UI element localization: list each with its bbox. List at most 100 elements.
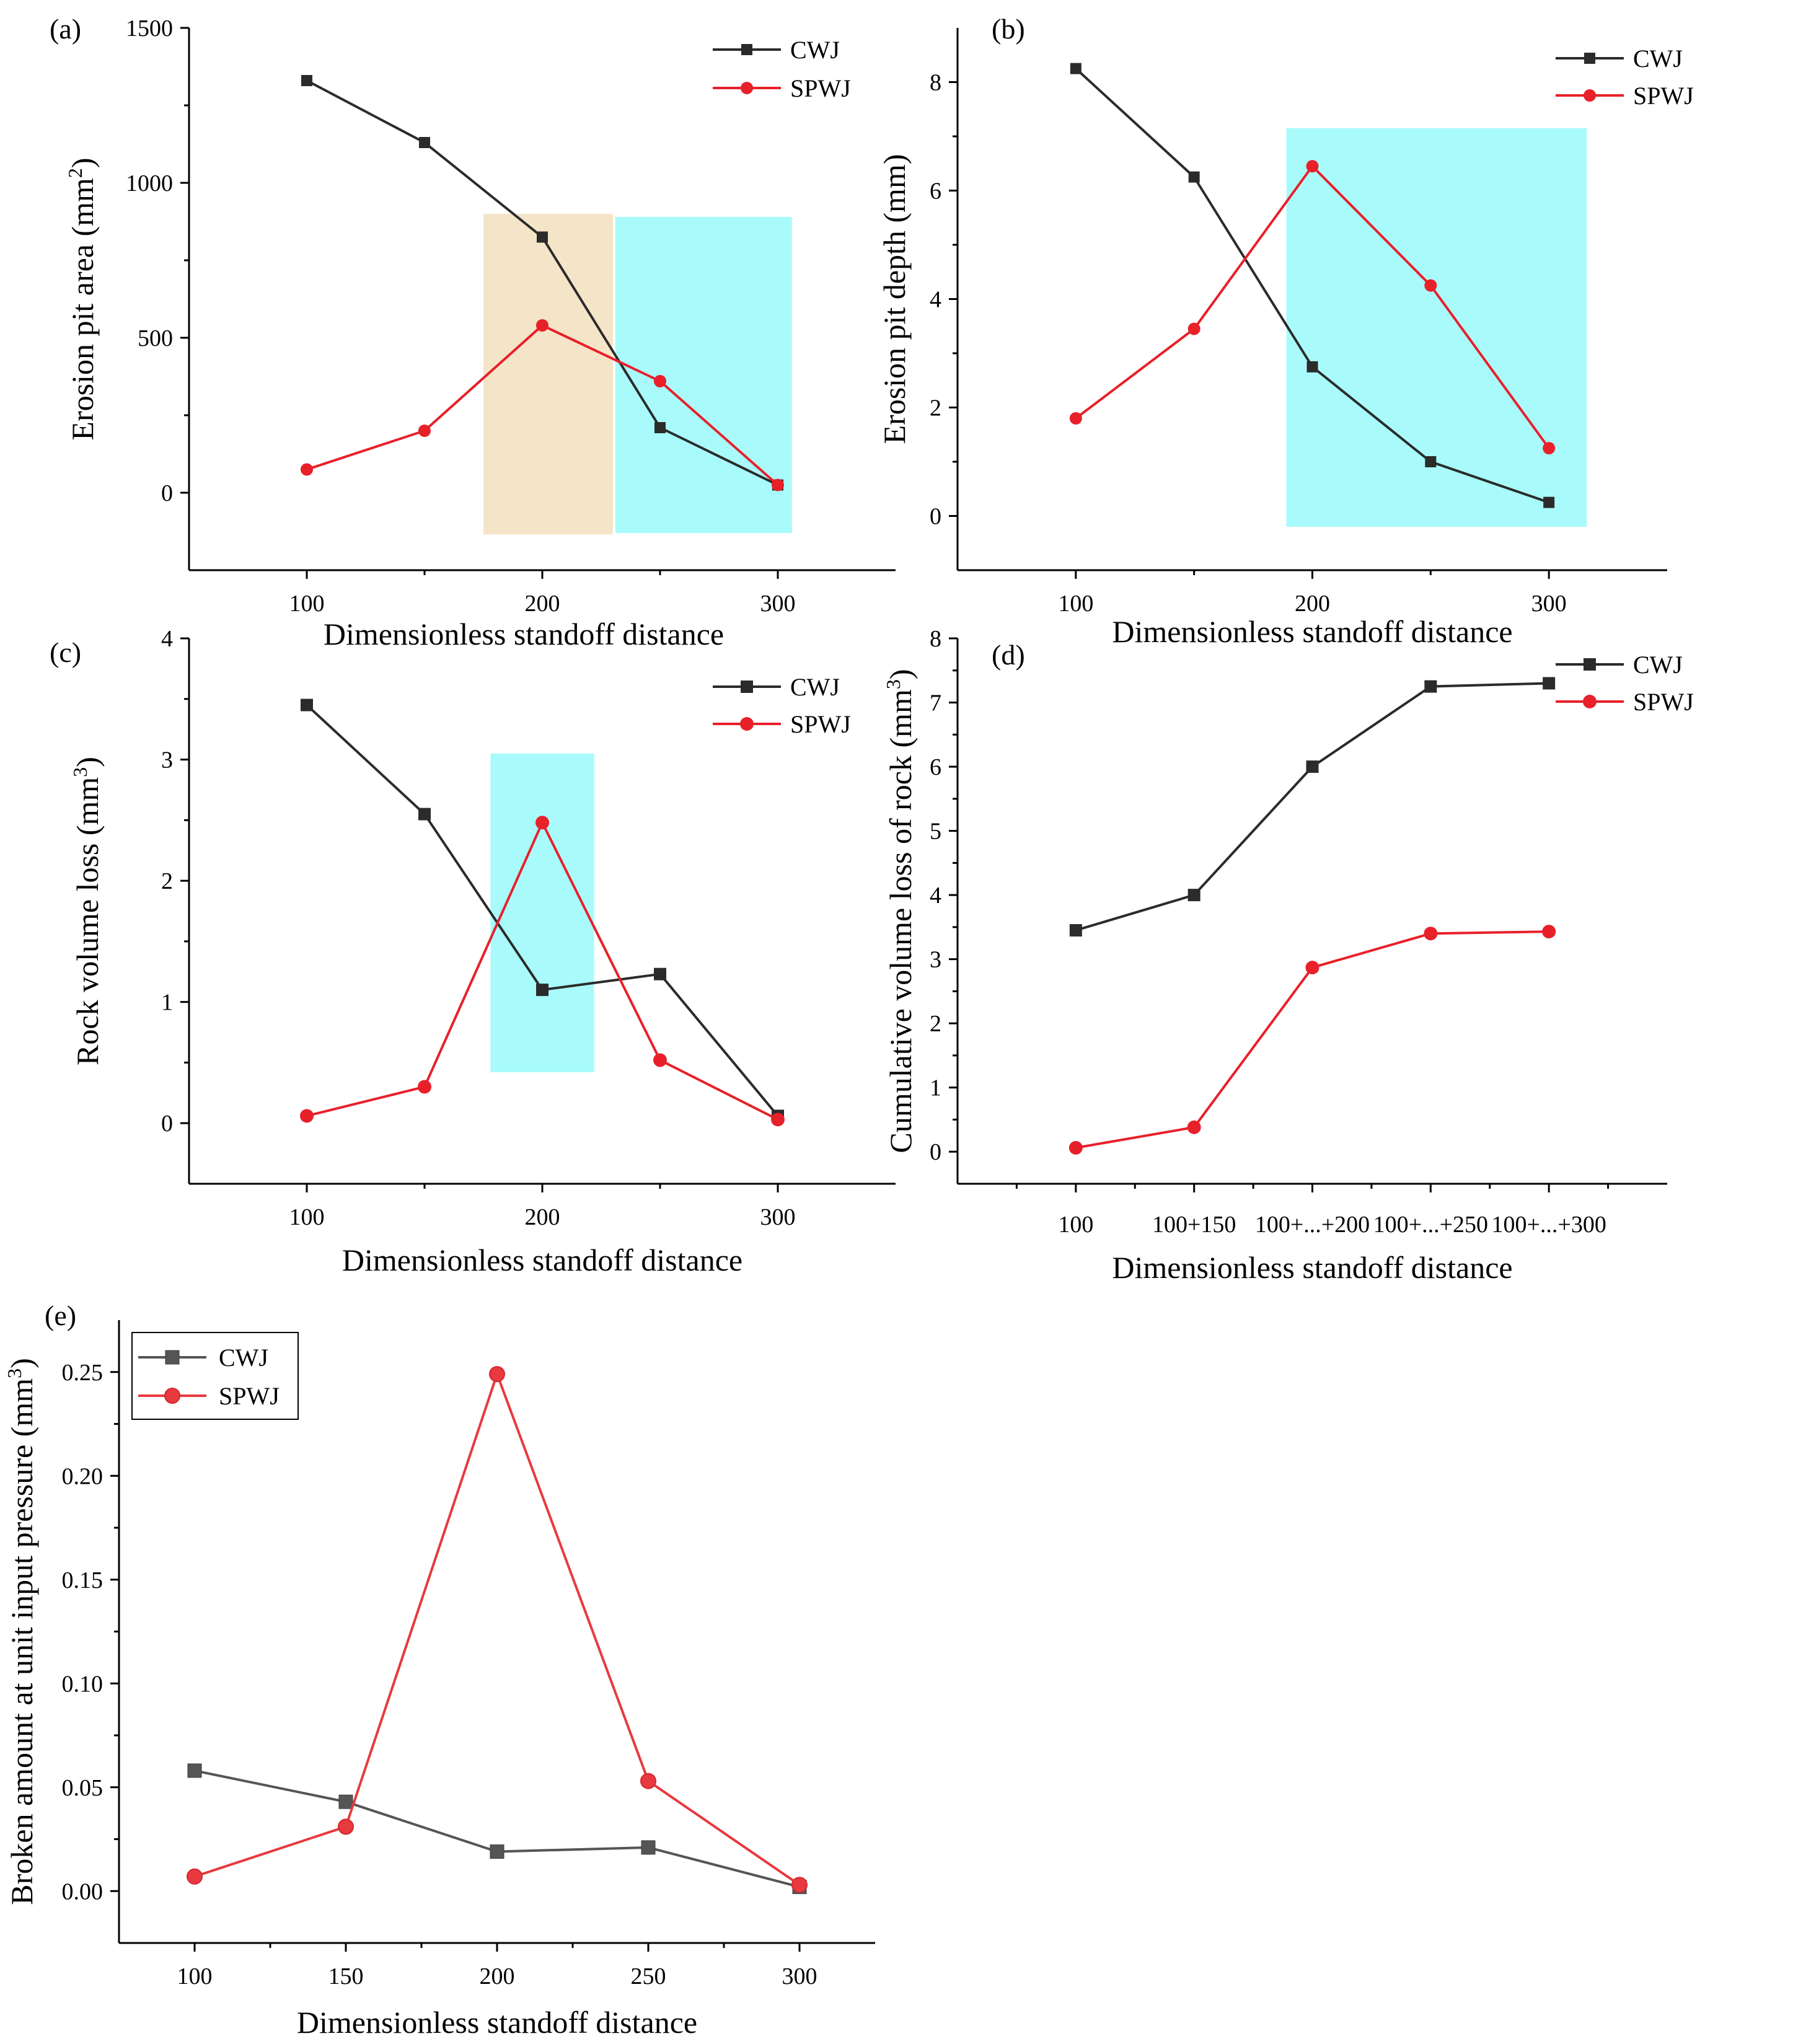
y-tick-label: 4 [930, 287, 941, 313]
data-point-spwj [535, 816, 549, 830]
legend-marker-cwj [741, 44, 752, 55]
chart-panel-d: 0 1 2 3 4 5 6 7 8 100 100+150 100+...+200 100+...+25… [882, 626, 1694, 1285]
chart-panel-c: 0 1 2 3 4 100 200 300 CWJ SPWJ (c) Dimensionless st… [50, 626, 896, 1277]
data-point-spwj [1069, 412, 1082, 425]
y-tick-label: 500 [138, 325, 173, 351]
data-point-spwj [300, 1109, 314, 1123]
y-tick-label: 3 [930, 947, 941, 973]
highlight-band [483, 214, 613, 535]
data-point-spwj [640, 1773, 656, 1789]
data-point-spwj [1542, 925, 1556, 939]
legend-marker-spwj [164, 1388, 180, 1404]
y-tick-label: 6 [930, 754, 941, 780]
highlight-band [490, 753, 594, 1073]
x-tick-label: 100+...+200 [1255, 1212, 1370, 1238]
data-point-spwj [1187, 1120, 1201, 1134]
chart-panel-e: 0.00 0.05 0.10 0.15 0.20 0.25 100 150 200 250 300 C… [3, 1300, 875, 2040]
data-point-spwj [771, 1112, 785, 1127]
legend-marker-cwj [1584, 658, 1596, 671]
y-tick-label: 0 [161, 1111, 173, 1137]
x-tick-label: 250 [631, 1963, 666, 1989]
y-tick-label: 0.15 [62, 1567, 104, 1593]
legend-label-spwj: SPWJ [1633, 688, 1694, 716]
y-tick-label: 5 [930, 819, 941, 845]
legend-label-cwj: CWJ [790, 673, 840, 701]
data-point-cwj [641, 1840, 656, 1855]
highlight-band [1286, 128, 1587, 527]
x-tick-label: 100 [289, 591, 325, 617]
x-axis-title: Dimensionless standoff distance [1112, 614, 1512, 649]
data-point-spwj [653, 1053, 667, 1067]
y-tick-label: 0.00 [62, 1879, 104, 1905]
x-tick-label: 100 [1058, 591, 1093, 617]
data-point-cwj [338, 1794, 353, 1809]
y-tick-label: 0 [930, 1139, 941, 1165]
data-point-cwj [418, 808, 431, 821]
x-tick-label: 300 [760, 591, 796, 617]
data-point-cwj [301, 75, 312, 86]
data-point-cwj [1425, 456, 1437, 467]
data-point-cwj [1069, 924, 1082, 937]
x-tick-label: 100 [1058, 1212, 1093, 1238]
legend-marker-spwj [741, 82, 753, 94]
x-axis-title: Dimensionless standoff distance [324, 617, 724, 651]
y-axis-title: Cumulative volume loss of rock (mm3) [882, 669, 918, 1153]
legend-label-spwj: SPWJ [1633, 82, 1694, 110]
x-tick-label: 200 [525, 1204, 560, 1230]
data-point-cwj [1424, 680, 1437, 693]
data-point-spwj [301, 463, 313, 476]
data-point-spwj [418, 425, 431, 437]
data-point-cwj [1306, 361, 1318, 372]
legend-marker-cwj [741, 681, 753, 693]
y-tick-label: 0.05 [62, 1775, 104, 1801]
x-tick-label: 200 [525, 591, 560, 617]
y-tick-label: 2 [930, 1011, 941, 1037]
y-tick-label: 2 [930, 395, 941, 421]
x-axis-title: Dimensionless standoff distance [297, 2005, 697, 2040]
data-point-cwj [1543, 496, 1555, 508]
panel-label: (d) [992, 639, 1025, 671]
x-tick-label: 200 [480, 1963, 515, 1989]
x-tick-label: 150 [328, 1963, 364, 1989]
data-point-cwj [187, 1763, 202, 1778]
x-tick-label: 100+150 [1152, 1212, 1236, 1238]
data-point-spwj [1305, 961, 1319, 975]
y-tick-label: 7 [930, 690, 941, 716]
x-axis-title: Dimensionless standoff distance [342, 1243, 742, 1277]
panel-label: (c) [50, 637, 81, 668]
y-axis-title: Broken amount at unit input pressure (mm… [3, 1358, 39, 1905]
legend-label-cwj: CWJ [219, 1344, 268, 1372]
y-tick-label: 6 [930, 178, 941, 205]
legend-label-cwj: CWJ [790, 36, 840, 64]
legend-label-cwj: CWJ [1633, 651, 1683, 679]
data-point-cwj [1070, 63, 1082, 74]
legend-label-cwj: CWJ [1633, 45, 1683, 73]
data-point-spwj [1424, 927, 1438, 941]
y-tick-label: 0 [161, 480, 173, 506]
data-point-cwj [654, 422, 666, 433]
series-line-spwj [194, 1373, 801, 1886]
series-line-cwj [194, 1769, 800, 1888]
data-point-spwj [654, 375, 666, 387]
y-tick-label: 0.10 [62, 1671, 104, 1697]
x-tick-label: 200 [1295, 591, 1330, 617]
x-axis-title: Dimensionless standoff distance [1112, 1250, 1512, 1285]
y-tick-label: 1 [930, 1075, 941, 1101]
highlight-band [615, 217, 792, 533]
x-tick-label: 100 [289, 1204, 325, 1230]
y-tick-label: 4 [930, 883, 941, 909]
data-point-spwj [791, 1877, 808, 1893]
data-point-cwj [490, 1844, 504, 1859]
panel-label: (b) [992, 13, 1025, 45]
y-tick-label: 1500 [126, 15, 173, 42]
legend-marker-spwj [740, 717, 754, 731]
legend-label-spwj: SPWJ [790, 74, 851, 102]
y-tick-label: 0.20 [62, 1463, 104, 1489]
y-tick-label: 3 [161, 747, 173, 773]
data-point-spwj [536, 319, 548, 332]
data-point-cwj [537, 231, 548, 243]
data-point-spwj [418, 1080, 431, 1094]
data-point-spwj [772, 478, 784, 491]
legend-marker-cwj [165, 1350, 180, 1365]
